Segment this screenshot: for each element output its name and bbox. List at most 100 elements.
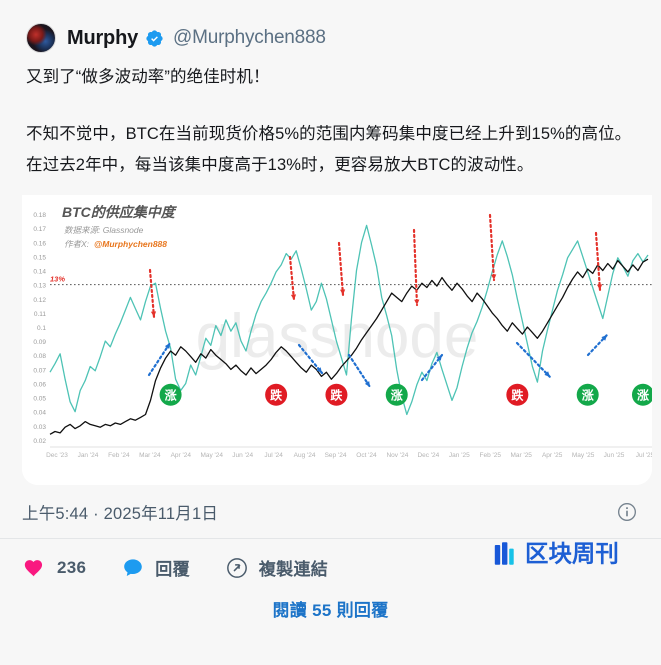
- x-tick-label: Nov '24: [386, 452, 408, 459]
- annotation-arrow-head: [316, 367, 322, 373]
- annotation-arrow-head: [290, 294, 297, 300]
- handle[interactable]: @Murphychen888: [173, 27, 326, 48]
- annotation-arrow-head: [340, 289, 346, 295]
- annotation-arrow: [148, 268, 156, 319]
- chart-marker-label: 跌: [511, 387, 524, 402]
- y-tick-label: 0.08: [33, 353, 46, 360]
- chart-source: 数据来源: Glassnode: [64, 225, 144, 235]
- x-tick-label: Jul '24: [264, 452, 283, 459]
- chart-marker-label: 跌: [270, 387, 283, 402]
- annotation-arrow-head: [597, 284, 603, 290]
- tweet-actions: 236 回覆 複製連結: [0, 539, 661, 592]
- chart-marker: 涨: [576, 383, 599, 406]
- svg-text:区块周刊: 区块周刊: [525, 541, 619, 567]
- y-tick-label: 0.07: [33, 367, 46, 374]
- read-replies-link[interactable]: 閱讀 55 則回覆: [272, 601, 389, 620]
- chart-marker-label: 涨: [391, 387, 403, 402]
- tweet-body: 又到了“做多波动率”的绝佳时机！ 不知不觉中，BTC在当前现货价格5%的范围内筹…: [0, 58, 661, 181]
- annotation-arrow: [288, 255, 296, 302]
- read-replies-row: 閱讀 55 則回覆: [0, 592, 661, 637]
- y-tick-label: 0.09: [33, 339, 46, 346]
- chart-series: [49, 224, 649, 435]
- annotation-arrow: [297, 343, 324, 375]
- chart-author-label: 作者X:: [64, 239, 90, 249]
- annotation-arrow: [488, 213, 496, 282]
- chart-markers: 涨跌跌涨跌涨涨: [159, 383, 652, 406]
- heart-icon[interactable]: [22, 557, 46, 579]
- annotation-arrow-head: [150, 311, 157, 317]
- reply-action[interactable]: 回覆: [122, 555, 190, 580]
- like-action[interactable]: 236: [22, 557, 86, 579]
- x-axis-ticks: Dec '23 Jan '24 Feb '24 Mar '24 Apr '24 May '…: [46, 452, 652, 459]
- brand-watermark: 区块周刊: [493, 539, 647, 569]
- y-tick-label: 0.13: [33, 283, 46, 290]
- annotation-arrow-head: [544, 371, 550, 377]
- tweet-line-1: 又到了“做多波动率”的绝佳时机！: [26, 68, 270, 86]
- series-line: [49, 258, 649, 435]
- y-tick-label: 0.12: [33, 297, 46, 304]
- x-tick-label: Oct '24: [356, 452, 377, 459]
- x-tick-label: May '24: [200, 452, 223, 459]
- x-tick-label: Feb '25: [480, 452, 502, 459]
- chart-marker-label: 涨: [637, 387, 649, 402]
- chart-marker-label: 涨: [165, 387, 177, 402]
- reply-label: 回覆: [155, 560, 190, 579]
- tweet-header: Murphy @Murphychen888: [0, 0, 661, 58]
- chart-title: BTC的供应集中度: [62, 204, 178, 220]
- tweet-meta-row: 上午5:44 · 2025年11月1日: [0, 485, 661, 539]
- tweet-line-2: 不知不觉中，BTC在当前现货价格5%的范围内筹码集中度已经上升到15%的高位。在…: [26, 125, 632, 174]
- y-tick-label: 0.11: [34, 311, 47, 318]
- x-tick-label: Sep '24: [325, 452, 347, 459]
- copy-link-label: 複製連結: [258, 560, 329, 579]
- brand-name: 区块周刊: [525, 539, 647, 569]
- y-tick-label: 0.17: [33, 226, 46, 233]
- series-line: [49, 224, 649, 416]
- chart-watermark: glassnode: [196, 302, 479, 371]
- copy-link-action[interactable]: 複製連結: [226, 555, 328, 580]
- paragraph-gap: [26, 93, 639, 119]
- link-chain-icon[interactable]: [226, 557, 248, 579]
- x-tick-label: Apr '25: [542, 452, 563, 459]
- x-tick-label: Jan '24: [78, 452, 99, 459]
- x-tick-label: Mar '24: [139, 452, 161, 459]
- x-tick-label: Jan '25: [449, 452, 470, 459]
- annotation-arrow: [337, 241, 345, 297]
- threshold-label: 13%: [50, 275, 65, 284]
- annotation-arrow: [147, 341, 172, 377]
- annotation-arrow: [347, 353, 372, 389]
- display-name[interactable]: Murphy: [67, 26, 139, 49]
- comment-bubble-icon[interactable]: [122, 557, 144, 579]
- x-tick-label: Feb '24: [108, 452, 130, 459]
- annotation-arrow-head: [364, 381, 370, 387]
- x-tick-label: Jun '24: [232, 452, 253, 459]
- chart-marker-label: 跌: [330, 387, 343, 402]
- x-tick-label: Dec '24: [417, 452, 439, 459]
- annotation-arrow-head: [601, 335, 607, 341]
- y-axis-ticks: 0.02 0.03 0.04 0.05 0.06 0.07 0.08 0.09 0.1 0.11 0…: [33, 212, 46, 445]
- chart-marker: 跌: [506, 383, 529, 406]
- x-tick-label: Jul '25: [636, 452, 652, 459]
- y-tick-label: 0.16: [33, 240, 46, 247]
- y-tick-label: 0.06: [33, 381, 46, 388]
- avatar[interactable]: [26, 23, 56, 53]
- chart-marker: 跌: [325, 383, 348, 406]
- chart-marker: 涨: [159, 383, 182, 406]
- y-tick-label: 0.02: [33, 438, 46, 445]
- annotation-arrow-head: [164, 343, 170, 349]
- y-tick-label: 0.1: [37, 325, 46, 332]
- tweet-timestamp: 上午5:44 · 2025年11月1日: [22, 505, 219, 523]
- chart-image[interactable]: glassnode BTC的供应集中度 数据来源: Glassnode 作者X:…: [22, 195, 652, 485]
- verified-badge-icon: [145, 29, 164, 48]
- info-circle-icon[interactable]: [617, 502, 637, 522]
- annotation-arrow: [515, 341, 552, 379]
- annotation-arrow: [594, 231, 602, 292]
- y-tick-label: 0.03: [33, 424, 46, 431]
- supply-concentration-chart: glassnode BTC的供应集中度 数据来源: Glassnode 作者X:…: [22, 195, 652, 485]
- chart-author-handle: @Murphychen888: [94, 239, 167, 249]
- x-tick-label: Dec '23: [46, 452, 68, 459]
- x-tick-label: May '25: [572, 452, 595, 459]
- chart-marker: 跌: [265, 383, 288, 406]
- y-tick-label: 0.18: [33, 212, 46, 219]
- chart-marker-label: 涨: [582, 387, 594, 402]
- y-tick-label: 0.14: [33, 269, 46, 276]
